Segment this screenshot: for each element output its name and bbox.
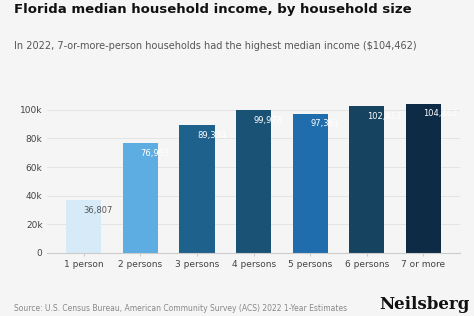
Bar	[349, 106, 384, 253]
Text: 102,413: 102,413	[367, 112, 401, 121]
Text: Florida median household income, by household size: Florida median household income, by hous…	[14, 3, 412, 16]
Text: 97,361: 97,361	[310, 119, 339, 128]
Text: 99,978: 99,978	[254, 116, 283, 125]
Text: In 2022, 7-or-more-person households had the highest median income ($104,462): In 2022, 7-or-more-person households had…	[14, 41, 417, 51]
Text: 36,807: 36,807	[84, 206, 113, 215]
Bar	[292, 114, 328, 253]
Text: Source: U.S. Census Bureau, American Community Survey (ACS) 2022 1-Year Estimate: Source: U.S. Census Bureau, American Com…	[14, 304, 347, 313]
Bar	[179, 125, 215, 253]
Text: 104,462: 104,462	[423, 109, 458, 118]
Bar	[123, 143, 158, 253]
Text: 76,963: 76,963	[140, 149, 170, 158]
Bar	[406, 104, 441, 253]
Bar	[236, 110, 271, 253]
Text: Neilsberg: Neilsberg	[379, 296, 469, 313]
Bar	[66, 200, 101, 253]
Text: 89,334: 89,334	[197, 131, 226, 140]
